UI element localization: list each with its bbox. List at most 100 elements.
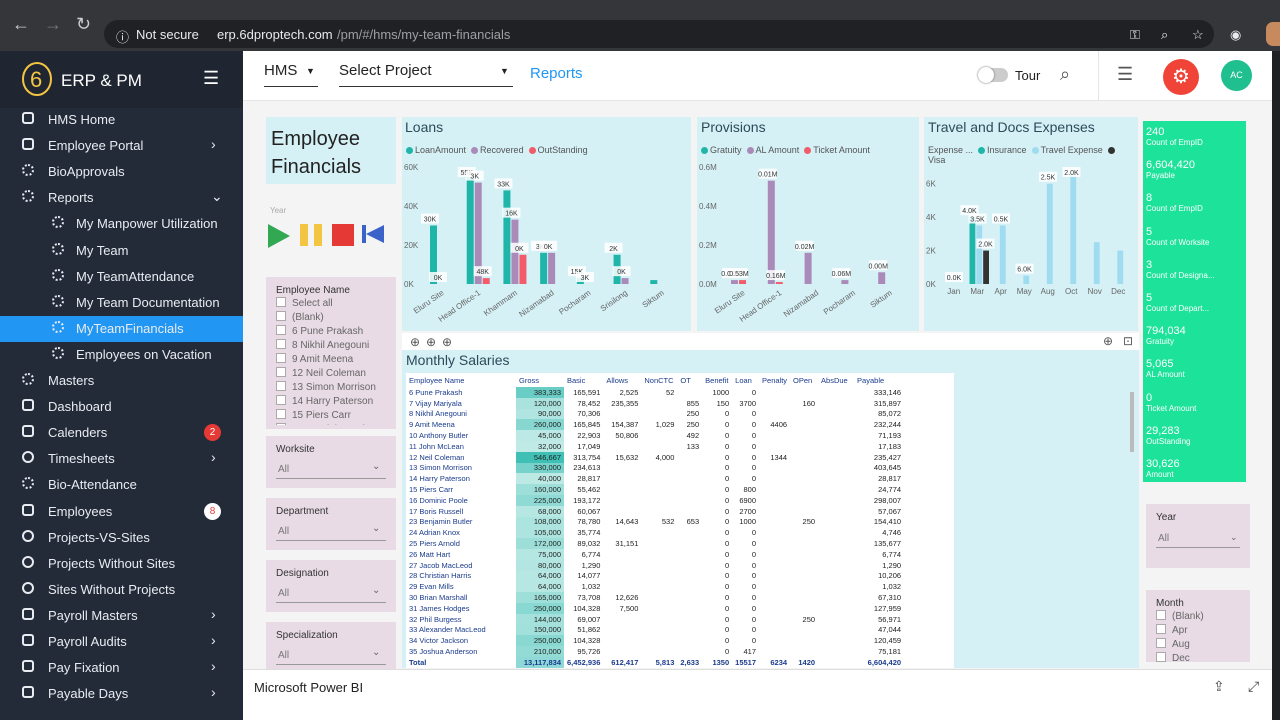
table-row[interactable]: 29 Evan Mills 64,000 1,032 0 0 1,032: [406, 581, 904, 593]
total-row[interactable]: Total 13,117,834 6,452,936 612,417 5,813 2,63…: [406, 656, 904, 668]
bar[interactable]: [519, 254, 527, 284]
legend-item[interactable]: AL Amount: [746, 145, 799, 155]
sidebar-item-payable-days[interactable]: Payable Days ›: [0, 681, 243, 707]
employee-option[interactable]: 15 Piers Carr: [276, 409, 388, 423]
bar[interactable]: [1093, 242, 1100, 284]
sidebar-item-projects-vs-sites[interactable]: Projects-VS-Sites: [0, 525, 243, 551]
project-dropdown[interactable]: Select Project ▼: [339, 62, 513, 87]
employee-options[interactable]: Select all (Blank) 6 Pune Prakash 8 Nikhil …: [276, 297, 388, 425]
reload-icon[interactable]: ↻: [76, 14, 92, 34]
bar[interactable]: [548, 252, 556, 284]
column-header[interactable]: Gross: [516, 373, 564, 387]
table-row[interactable]: 16 Dominic Poole 225,000 193,172 0 6900 298,0…: [406, 494, 904, 506]
employee-option[interactable]: 9 Amit Meena: [276, 353, 388, 367]
month-options[interactable]: (Blank) Apr Aug Dec: [1156, 610, 1204, 662]
employee-option[interactable]: 6 Pune Prakash: [276, 325, 388, 339]
designation-slicer[interactable]: Designation All ⌄: [266, 560, 396, 612]
legend-item[interactable]: Gratuity: [701, 145, 742, 155]
bar[interactable]: [983, 250, 989, 284]
bar[interactable]: [1117, 250, 1124, 284]
column-header[interactable]: Benefit: [702, 373, 733, 387]
legend-item[interactable]: LoanAmount: [406, 145, 466, 155]
bar[interactable]: [1070, 175, 1077, 284]
bar[interactable]: [804, 252, 812, 284]
sidebar-item-reports[interactable]: Reports ⌄: [0, 185, 243, 211]
table-row[interactable]: 31 James Hodges 250,000 104,328 7,500 0 0 127,…: [406, 602, 904, 614]
table-row[interactable]: 13 Simon Morrison 330,000 234,613 0 0 403,645: [406, 462, 904, 474]
table-row[interactable]: 33 Alexander MacLeod 150,000 51,862 0 0 47,04…: [406, 624, 904, 636]
sidebar-item-bioapprovals[interactable]: BioApprovals: [0, 159, 243, 185]
column-header[interactable]: Payable: [854, 373, 905, 387]
bar[interactable]: [482, 278, 490, 284]
column-header[interactable]: NonCTC: [641, 373, 678, 387]
column-header[interactable]: OT: [677, 373, 703, 387]
bar[interactable]: [878, 272, 886, 284]
settings-gear-icon[interactable]: ⚙: [1163, 59, 1199, 95]
rewind-icon[interactable]: [362, 225, 386, 245]
department-slicer[interactable]: Department All ⌄: [266, 498, 396, 550]
bar[interactable]: [999, 225, 1006, 285]
fullscreen-icon[interactable]: ⤢: [1248, 678, 1260, 694]
specialization-slicer[interactable]: Specialization All ⌄: [266, 622, 396, 674]
column-header[interactable]: AbsDue: [818, 373, 855, 387]
table-scrollbar[interactable]: [1128, 378, 1136, 654]
bar[interactable]: [976, 225, 983, 285]
star-icon[interactable]: ☆: [1192, 27, 1204, 42]
sidebar-item-myteamfinancials[interactable]: MyTeamFinancials: [0, 315, 243, 342]
list-icon[interactable]: ☰: [1117, 64, 1134, 84]
drill-up-icon[interactable]: ⊕: [410, 335, 421, 349]
sidebar-item-masters[interactable]: Masters: [0, 368, 243, 394]
employee-option[interactable]: 14 Harry Paterson: [276, 395, 388, 409]
table-row[interactable]: 8 Nikhil Anegouni 90,000 70,306 250 0 0 85,072: [406, 408, 904, 420]
employee-option[interactable]: (Blank): [276, 311, 388, 325]
month-option[interactable]: Apr: [1156, 624, 1204, 638]
sidebar-item-hms-home[interactable]: HMS Home: [0, 107, 243, 133]
table-row[interactable]: 23 Benjamin Butler 108,000 78,780 14,643 532…: [406, 516, 904, 528]
sidebar-item-pay-fixation[interactable]: Pay Fixation ›: [0, 655, 243, 681]
legend-item[interactable]: Ticket Amount: [804, 145, 870, 155]
profile-avatar[interactable]: [1266, 22, 1280, 46]
sidebar-item-dashboard[interactable]: Dashboard: [0, 394, 243, 420]
table-row[interactable]: 26 Matt Hart 75,000 6,774 0 0 6,774: [406, 548, 904, 560]
table-row[interactable]: 10 Anthony Butler 45,000 22,903 50,806 492 0 0…: [406, 430, 904, 441]
column-header[interactable]: Penalty: [759, 373, 791, 387]
sidebar-item-my-team[interactable]: My Team: [0, 238, 243, 264]
bar[interactable]: [650, 280, 658, 284]
table-row[interactable]: 25 Piers Arnold 172,000 89,032 31,151 0 0 135,…: [406, 538, 904, 549]
bar[interactable]: [430, 225, 437, 285]
table-row[interactable]: 17 Boris Russell 68,000 60,067 0 2700 57,067: [406, 505, 904, 517]
month-slicer[interactable]: Month (Blank) Apr Aug Dec: [1146, 590, 1250, 662]
table-row[interactable]: 12 Neil Coleman 546,667 313,754 15,632 4,000…: [406, 451, 904, 463]
sidebar-item-employees-on-vacation[interactable]: Employees on Vacation: [0, 342, 243, 368]
table-row[interactable]: 28 Christian Harris 64,000 14,077 0 0 10,206: [406, 570, 904, 582]
table-row[interactable]: 24 Adrian Knox 105,000 35,774 0 0 4,746: [406, 527, 904, 539]
table-row[interactable]: 15 Piers Carr 160,000 55,462 0 800 24,774: [406, 484, 904, 495]
bar[interactable]: [621, 278, 629, 284]
bar[interactable]: [1023, 275, 1030, 284]
powerbi-label[interactable]: Microsoft Power BI: [254, 680, 364, 695]
bar[interactable]: [1046, 183, 1053, 284]
table-row[interactable]: 35 Joshua Anderson 210,000 95,726 0 417 75,18…: [406, 646, 904, 657]
salaries-table-wrap[interactable]: Employee Name Gross Basic Allows NonCTC OT Ben…: [406, 373, 954, 668]
table-row[interactable]: 30 Brian Marshall 165,000 73,708 12,626 0 0 67…: [406, 592, 904, 603]
bar[interactable]: [540, 252, 548, 284]
table-row[interactable]: 11 John McLean 32,000 17,049 133 0 0 17,183: [406, 440, 904, 452]
column-header[interactable]: Employee Name: [406, 373, 516, 387]
legend-item[interactable]: Visa: [928, 145, 1117, 165]
share-icon[interactable]: ⇪: [1213, 678, 1225, 694]
legend-item[interactable]: OutStanding: [528, 145, 588, 155]
column-header[interactable]: Allows: [603, 373, 642, 387]
sidebar-item-projects-without-sites[interactable]: Projects Without Sites: [0, 551, 243, 577]
bar[interactable]: [969, 217, 976, 284]
expand-icon[interactable]: ⊕: [442, 335, 453, 349]
year-slicer[interactable]: Year All ⌄: [1146, 504, 1250, 568]
legend-item[interactable]: Insurance: [978, 145, 1027, 155]
legend-item[interactable]: Recovered: [471, 145, 524, 155]
table-row[interactable]: 9 Amit Meena 260,000 165,845 154,387 1,029 25…: [406, 419, 904, 431]
bar[interactable]: [731, 280, 738, 284]
sidebar-item-payroll-masters[interactable]: Payroll Masters ›: [0, 603, 243, 629]
sidebar-item-my-team-documentation[interactable]: My Team Documentation: [0, 290, 243, 316]
play-icon[interactable]: [268, 224, 290, 248]
bar[interactable]: [767, 180, 775, 284]
sidebar-item-payroll-audits[interactable]: Payroll Audits ›: [0, 629, 243, 655]
